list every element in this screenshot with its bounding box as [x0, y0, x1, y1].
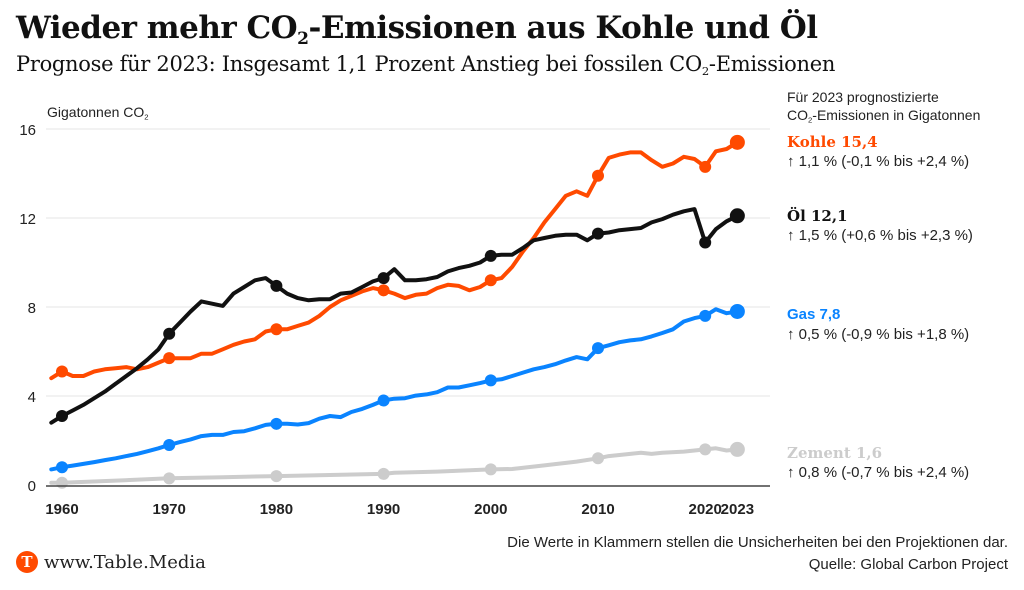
x-tick-label: 2020: [689, 501, 722, 518]
y-tick-label: 12: [19, 211, 36, 228]
brand-url[interactable]: www.Table.Media: [44, 551, 206, 573]
legend-heading-subscript: 2: [808, 115, 813, 125]
y-axis-label-text: Gigatonnen CO: [47, 104, 145, 120]
legend-item-gas: Gas 7,8 ↑ 0,5 % (-0,9 % bis +1,8 %): [787, 305, 969, 345]
chart-subtitle: Prognose für 2023: Insgesamt 1,1 Prozent…: [16, 52, 835, 78]
data-point-zement: [484, 463, 497, 476]
x-tick-label: 1990: [367, 501, 400, 518]
legend-heading-line1: Für 2023 prognostizierte: [787, 89, 939, 105]
legend-item-kohle: Kohle 15,4 ↑ 1,1 % (-0,1 % bis +2,4 %): [787, 132, 969, 172]
legend-item-change-text: 0,8 % (-0,7 % bis +2,4 %): [798, 464, 970, 481]
legend-item-name: Gas 7,8: [787, 306, 841, 323]
legend-item-name: Zement 1,6: [787, 444, 883, 462]
chart-title: Wieder mehr CO2-Emissionen aus Kohle und…: [16, 10, 818, 49]
data-point-öl: [699, 236, 712, 249]
x-tick-label: 1970: [153, 501, 186, 518]
legend-item-name: Kohle 15,4: [787, 133, 878, 151]
legend-item-change: ↑ 0,5 % (-0,9 % bis +1,8 %): [787, 325, 969, 345]
x-tick-label: 2010: [581, 501, 614, 518]
x-tick-label: 1960: [45, 501, 78, 518]
y-axis-label-subscript: 2: [144, 112, 149, 122]
data-point-öl: [484, 249, 497, 262]
data-point-zement: [270, 470, 283, 483]
title-subscript: 2: [297, 28, 309, 49]
data-point-gas: [699, 309, 712, 322]
legend-item-change-text: 1,1 % (-0,1 % bis +2,4 %): [798, 153, 970, 170]
data-point-zement: [56, 476, 68, 489]
data-point-gas: [729, 303, 745, 319]
subtitle-text-rest: -Emissionen: [708, 52, 836, 76]
data-point-zement: [699, 443, 712, 456]
legend-item-change: ↑ 0,8 % (-0,7 % bis +2,4 %): [787, 463, 969, 483]
series-line-zement: [49, 446, 740, 485]
source-credit: Quelle: Global Carbon Project: [808, 556, 1008, 573]
data-point-kohle: [377, 284, 390, 297]
data-point-zement: [163, 472, 176, 485]
data-point-zement: [729, 441, 745, 457]
data-point-öl: [592, 227, 604, 240]
arrow-up-icon: ↑: [787, 153, 795, 170]
footnote: Die Werte in Klammern stellen die Unsich…: [507, 534, 1008, 551]
data-point-öl: [377, 272, 390, 285]
data-point-kohle: [56, 365, 68, 378]
legend-item-change: ↑ 1,5 % (+0,6 % bis +2,3 %): [787, 226, 973, 246]
data-point-gas: [484, 374, 497, 387]
arrow-up-icon: ↑: [787, 227, 795, 244]
legend-item-change-text: 0,5 % (-0,9 % bis +1,8 %): [798, 326, 970, 343]
arrow-up-icon: ↑: [787, 326, 795, 343]
data-point-öl: [729, 208, 745, 224]
x-tick-label: 2023: [721, 501, 754, 518]
data-point-öl: [163, 327, 176, 340]
y-tick-label: 4: [28, 389, 36, 406]
legend-heading-text: CO: [787, 107, 808, 123]
x-tick-label: 1980: [260, 501, 293, 518]
data-point-kohle: [729, 134, 745, 150]
data-point-gas: [56, 461, 68, 474]
series-line-kohle: [49, 140, 740, 381]
title-text: Wieder mehr CO: [16, 10, 298, 46]
data-point-gas: [377, 394, 390, 407]
subtitle-text: Prognose für 2023: Insgesamt 1,1 Prozent…: [16, 52, 702, 76]
series-line-öl: [49, 207, 740, 425]
y-tick-label: 0: [28, 478, 36, 495]
data-point-kohle: [484, 274, 497, 287]
data-point-öl: [56, 410, 68, 423]
data-point-öl: [270, 279, 283, 292]
data-point-kohle: [270, 323, 283, 336]
legend-heading: Für 2023 prognostizierte CO2-Emissionen …: [787, 88, 980, 130]
series-line-gas: [49, 307, 740, 472]
data-point-kohle: [163, 352, 176, 365]
data-point-kohle: [699, 160, 712, 173]
legend-item-change: ↑ 1,1 % (-0,1 % bis +2,4 %): [787, 152, 969, 172]
data-point-zement: [592, 452, 604, 465]
legend-item-name: Öl 12,1: [787, 207, 848, 225]
data-point-zement: [377, 467, 390, 480]
arrow-up-icon: ↑: [787, 464, 795, 481]
y-axis-label: Gigatonnen CO2: [47, 104, 149, 122]
legend-heading-text-rest: -Emissionen in Gigatonnen: [812, 107, 981, 123]
y-tick-label: 8: [28, 300, 36, 317]
data-point-kohle: [592, 169, 604, 182]
data-point-gas: [163, 438, 176, 451]
data-point-gas: [592, 342, 604, 355]
legend-item-oel: Öl 12,1 ↑ 1,5 % (+0,6 % bis +2,3 %): [787, 206, 973, 246]
legend-item-zement: Zement 1,6 ↑ 0,8 % (-0,7 % bis +2,4 %): [787, 443, 969, 483]
x-tick-label: 2000: [474, 501, 507, 518]
data-point-gas: [270, 417, 283, 430]
legend-item-change-text: 1,5 % (+0,6 % bis +2,3 %): [798, 227, 973, 244]
legend-heading-line2: CO2-Emissionen in Gigatonnen: [787, 106, 980, 130]
subtitle-subscript: 2: [701, 64, 709, 79]
title-text-rest: -Emissionen aus Kohle und Öl: [308, 10, 819, 46]
table-media-logo-icon: T: [16, 551, 38, 573]
brand: T www.Table.Media: [16, 551, 206, 573]
y-tick-label: 16: [19, 122, 36, 139]
